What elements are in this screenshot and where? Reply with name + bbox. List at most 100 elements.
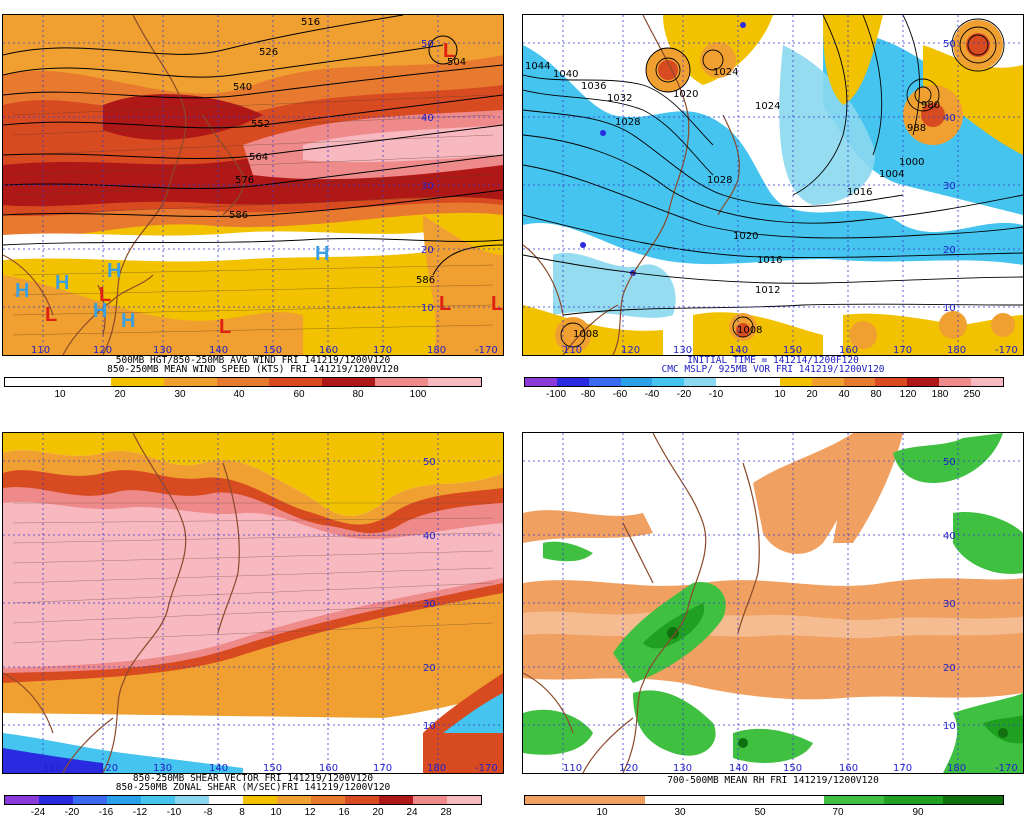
colorbar-swatch: [620, 378, 653, 386]
colorbar-swatch: [216, 378, 270, 386]
map-rh: 110 120 130 140 150 160 170 180 -170 50 …: [522, 432, 1024, 774]
colorbar-label: 40: [233, 389, 245, 400]
caption-line1: 500MB HGT/850-250MB AVG WIND FRI 141219/…: [115, 355, 391, 366]
map-500mb-height: 516 526 540 552 564 576 586 586 504 110 …: [2, 14, 504, 356]
colorbar-swatch: [269, 378, 323, 386]
lat-label: 10: [943, 721, 956, 732]
isobar-label: 1044: [525, 61, 550, 72]
isobar-label: 1004: [879, 169, 904, 180]
colorbar-label: 70: [832, 807, 844, 818]
caption-line2: 850-250MB MEAN WIND SPEED (KTS) FRI 1412…: [107, 364, 399, 375]
colorbar-label: 30: [674, 807, 686, 818]
lon-label: -170: [475, 763, 498, 773]
lat-label: 50: [943, 457, 956, 468]
lon-label: 130: [673, 345, 692, 355]
colorbar-swatch: [5, 378, 58, 386]
colorbar-label: 20: [114, 389, 126, 400]
contour-label: 564: [249, 152, 268, 163]
high-pressure-marker: H: [55, 272, 69, 294]
colorbar-label: 250: [963, 389, 981, 400]
colorbar-label: 80: [352, 389, 364, 400]
lat-label: 30: [423, 599, 436, 610]
colorbar-swatch: [209, 796, 243, 804]
caption-line2: CMC MSLP/ 925MB VOR FRI 141219/1200V120: [661, 364, 885, 375]
colorbar-swatch: [716, 378, 749, 386]
colorbar-label: 8: [239, 807, 245, 818]
lon-label: 160: [319, 763, 338, 773]
colorbar-label: -20: [64, 807, 80, 818]
caption-line1: 850-250MB SHEAR VECTOR FRI 141219/1200V1…: [132, 773, 374, 784]
colorbar-label: -12: [132, 807, 148, 818]
caption-line1: INITIAL TIME = 141214/1200F120: [687, 355, 859, 366]
lon-label: 120: [619, 763, 638, 773]
lon-label: 140: [209, 345, 228, 355]
colorbar-label: -100: [545, 389, 567, 400]
lat-label: 40: [943, 113, 956, 124]
isobar-label: 1024: [713, 67, 738, 78]
colorbar-swatch: [5, 796, 39, 804]
colorbar-swatch: [73, 796, 107, 804]
lat-label: 20: [943, 663, 956, 674]
colorbar-label: -40: [644, 389, 660, 400]
contour-label: 586: [229, 210, 248, 221]
colorbar-label: -24: [30, 807, 46, 818]
map-mslp: 1044 1040 1036 1032 1028 1028 1024 1024 …: [522, 14, 1024, 356]
caption-line2: 850-250MB ZONAL SHEAR (M/SEC)FRI 141219/…: [115, 782, 391, 793]
panel-relative-humidity: 110 120 130 140 150 160 170 180 -170 50 …: [522, 432, 1024, 832]
lon-label: 140: [209, 763, 228, 773]
isobar-label: 1008: [737, 325, 762, 336]
colorbar-label: 20: [806, 389, 818, 400]
colorbar-labels: -100 -80 -60 -40 -20 -10 10 20 40 80 120…: [522, 389, 1024, 401]
colorbar-swatch: [823, 796, 884, 804]
lon-label: 160: [839, 345, 858, 355]
isobar-label: 1032: [607, 93, 632, 104]
lon-label: 150: [263, 763, 282, 773]
colorbar-swatch: [447, 796, 481, 804]
colorbar-swatch: [428, 378, 481, 386]
colorbar: [524, 795, 1004, 805]
lat-label: 50: [423, 457, 436, 468]
contour-label: 576: [235, 175, 254, 186]
lon-label: 150: [783, 345, 802, 355]
colorbar-swatch: [39, 796, 73, 804]
lat-label: 10: [943, 303, 956, 314]
lon-label: -170: [475, 345, 498, 355]
colorbar-swatch: [345, 796, 379, 804]
colorbar-swatch: [375, 378, 428, 386]
colorbar-label: 40: [838, 389, 850, 400]
colorbar: [4, 377, 482, 387]
colorbar-labels: 10 30 50 70 90: [522, 807, 1024, 819]
colorbar-label: 10: [596, 807, 608, 818]
contour-label: 552: [251, 119, 270, 130]
low-pressure-marker: L: [443, 40, 455, 62]
colorbar-swatch: [110, 378, 164, 386]
colorbar-swatch: [163, 378, 217, 386]
colorbar-swatch: [277, 796, 311, 804]
colorbar-swatch: [311, 796, 345, 804]
high-pressure-marker: H: [107, 260, 121, 282]
lon-label: 130: [673, 763, 692, 773]
lat-label: 10: [421, 303, 434, 314]
colorbar-swatch: [588, 378, 621, 386]
lat-label: 20: [421, 245, 434, 256]
isobar-label: 1016: [847, 187, 872, 198]
colorbar-label: 80: [870, 389, 882, 400]
colorbar-label: 90: [912, 807, 924, 818]
colorbar-label: 28: [440, 807, 452, 818]
colorbar-label: 24: [406, 807, 418, 818]
isobar-label: 1040: [553, 69, 578, 80]
isobar-label: 1016: [757, 255, 782, 266]
lon-label: 140: [729, 763, 748, 773]
lon-label: 180: [427, 345, 446, 355]
colorbar: [524, 377, 1004, 387]
high-pressure-marker: H: [93, 300, 107, 322]
isobar-label: 980: [921, 100, 940, 111]
lon-label: 170: [373, 345, 392, 355]
lat-label: 40: [421, 113, 434, 124]
colorbar-labels: 10 20 30 40 60 80 100: [2, 389, 504, 401]
colorbar-label: -20: [676, 389, 692, 400]
colorbar-swatch: [779, 378, 812, 386]
map-canvas: 110 120 130 140 150 160 170 180 -170 50 …: [523, 433, 1023, 773]
colorbar-label: 10: [774, 389, 786, 400]
colorbar-swatch: [843, 378, 876, 386]
